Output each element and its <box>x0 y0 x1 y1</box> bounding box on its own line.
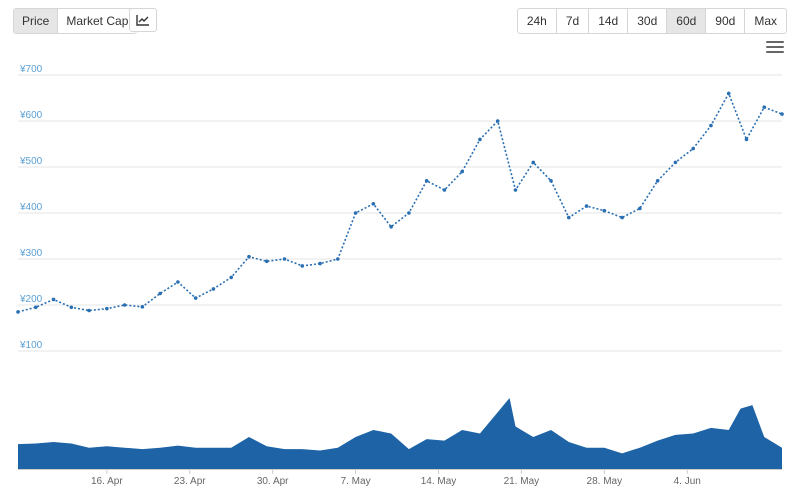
range-60d-button[interactable]: 60d <box>667 9 707 33</box>
hamburger-menu-icon[interactable] <box>766 41 784 55</box>
y-tick-label: ¥200 <box>19 294 43 305</box>
price-point <box>389 225 393 229</box>
x-tick-label: 16. Apr <box>91 476 123 487</box>
price-line <box>17 91 783 313</box>
x-axis-labels: 16. Apr 23. Apr 30. Apr 7. May 14. May 21. Ma… <box>91 469 701 487</box>
y-axis-labels: ¥700 ¥600 ¥500 ¥400 ¥300 ¥200 ¥100 <box>19 64 43 351</box>
volume-area <box>18 398 782 469</box>
price-point <box>300 264 305 268</box>
range-max-button[interactable]: Max <box>754 14 777 28</box>
price-point <box>744 137 749 142</box>
price-point <box>620 215 624 220</box>
price-point <box>353 211 358 215</box>
x-tick-label: 23. Apr <box>174 476 206 487</box>
range-90d-button[interactable]: 90d <box>706 9 746 33</box>
price-point <box>336 257 340 261</box>
range-30d-button[interactable]: 30d <box>628 9 668 33</box>
y-tick-label: ¥500 <box>19 156 43 167</box>
price-point <box>193 296 198 300</box>
price-point <box>638 206 642 211</box>
y-tick-label: ¥700 <box>19 64 43 75</box>
price-point <box>673 160 678 165</box>
range-14d-button[interactable]: 14d <box>589 9 629 33</box>
price-point <box>460 169 464 174</box>
tab-price[interactable]: Price <box>14 9 59 33</box>
price-point <box>69 305 74 310</box>
price-point <box>709 123 713 128</box>
y-tick-label: ¥100 <box>19 340 43 351</box>
line-chart-icon <box>136 15 149 26</box>
price-point <box>318 261 322 266</box>
price-point <box>407 211 411 215</box>
price-point <box>495 119 500 123</box>
x-tick-label: 7. May <box>341 476 371 487</box>
price-point <box>655 179 660 183</box>
x-tick-label: 30. Apr <box>257 476 289 487</box>
price-point <box>726 91 731 96</box>
price-series <box>16 91 784 314</box>
price-point <box>16 310 20 314</box>
price-point <box>282 257 287 261</box>
price-point <box>691 146 695 151</box>
x-tick-label: 14. May <box>421 476 457 487</box>
volume-chart <box>18 398 782 469</box>
price-point <box>371 202 376 206</box>
price-point <box>211 287 216 291</box>
price-point <box>87 308 91 313</box>
y-tick-label: ¥400 <box>19 202 43 213</box>
range-24h-button[interactable]: 24h <box>518 9 557 33</box>
price-point <box>424 179 429 183</box>
price-point <box>762 105 767 109</box>
price-point <box>478 137 482 142</box>
price-point <box>247 254 251 259</box>
range-7d-button[interactable]: 7d <box>557 9 590 33</box>
price-point <box>549 179 553 183</box>
range-selector: 24h 7d 14d 30d 60d 90d Max <box>516 8 787 34</box>
x-tick-label: 21. May <box>504 476 540 487</box>
price-point <box>51 297 56 302</box>
chart-grid <box>18 74 782 470</box>
y-tick-label: ¥300 <box>19 248 43 259</box>
price-point <box>176 280 180 284</box>
chart-type-button[interactable] <box>129 8 157 32</box>
price-point <box>566 215 571 220</box>
price-point <box>105 306 109 311</box>
price-point <box>513 188 518 192</box>
price-point <box>531 160 536 165</box>
y-tick-label: ¥600 <box>19 110 43 121</box>
price-point <box>140 305 145 309</box>
price-point <box>780 112 784 116</box>
price-point <box>158 291 162 296</box>
price-point <box>229 275 234 280</box>
price-point <box>264 259 269 264</box>
price-point <box>602 208 607 213</box>
price-point <box>442 188 447 192</box>
price-point <box>122 303 127 307</box>
price-point <box>33 305 38 310</box>
x-tick-label: 4. Jun <box>674 476 701 487</box>
price-point <box>584 204 589 208</box>
metric-toggle: Price Market Cap <box>13 8 138 34</box>
x-tick-label: 28. May <box>587 476 623 487</box>
tab-market-cap[interactable]: Market Cap <box>58 9 137 33</box>
